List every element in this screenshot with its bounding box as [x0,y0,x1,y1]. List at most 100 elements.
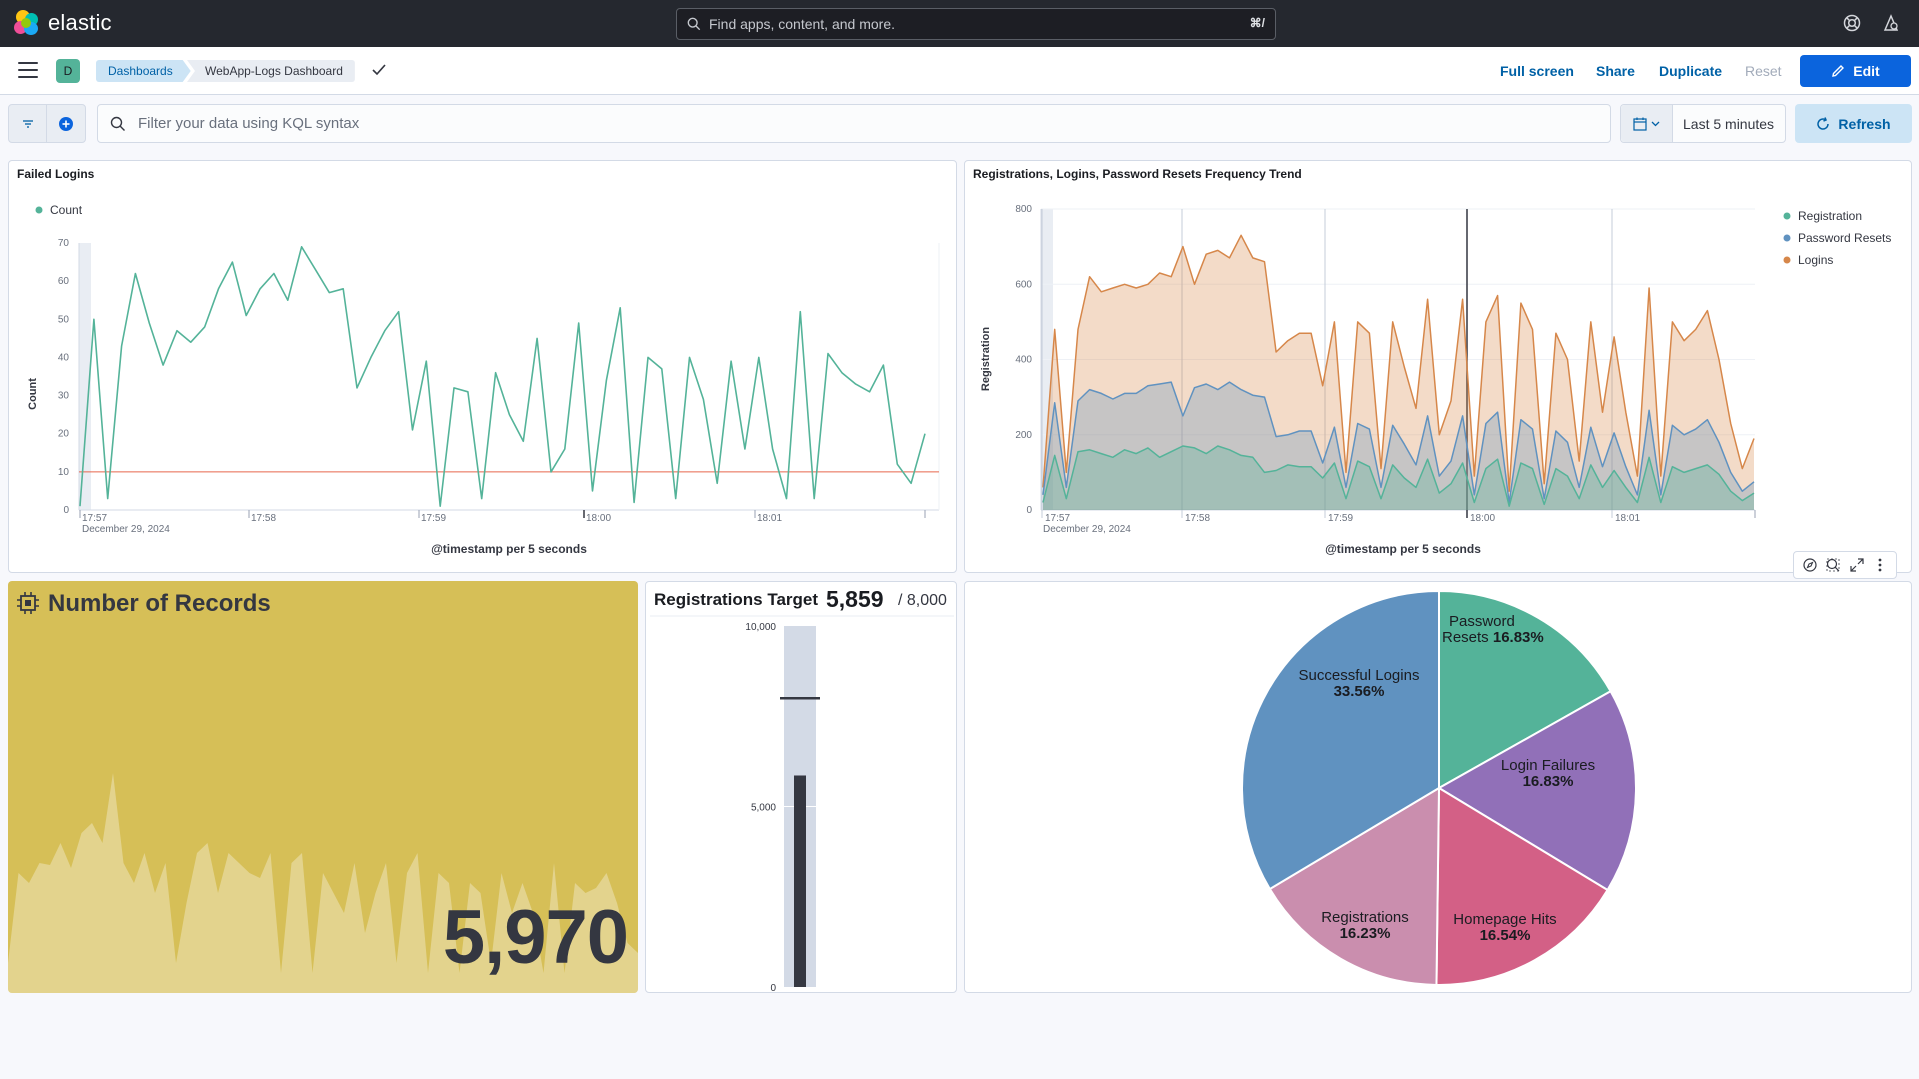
y-tick-label: 0 [1026,505,1032,516]
gauge-title: Registrations Target [654,590,819,609]
y-tick-label: 50 [58,314,70,325]
frequency-trend-panel[interactable]: Registrations, Logins, Password Resets F… [964,160,1912,573]
pie-percent: 16.23% [1340,925,1391,942]
kql-search-input[interactable]: Filter your data using KQL syntax [97,104,1611,143]
y-tick-label: 20 [58,429,70,440]
pie-slice-homepage-hits [1435,786,1609,986]
search-icon [687,17,701,31]
search-placeholder: Find apps, content, and more. [709,16,895,32]
pencil-icon [1832,65,1845,77]
hover-band [79,243,91,510]
frequency-trend-chart: Registration @timestamp per 5 seconds De… [980,204,1891,556]
inspect-icon[interactable] [1824,556,1842,574]
explore-icon[interactable] [1801,556,1819,574]
panel-hover-toolbar [1793,551,1897,579]
records-sparkline [8,773,638,993]
chevron-down-icon [1651,121,1660,126]
refresh-icon [1817,116,1830,130]
brand-name: elastic [48,10,112,35]
pie-label: Homepage Hits [1453,911,1556,928]
search-shortcut: ⌘/ [1249,16,1265,30]
full-screen-button[interactable]: Full screen [1500,63,1574,79]
breadcrumb-dashboards[interactable]: Dashboards [96,60,191,82]
events-pie-panel[interactable]: Password Resets 16.83% Login Failures 16.83… [964,581,1912,993]
space-avatar[interactable]: D [56,59,80,83]
pie-percent: 33.56% [1334,683,1385,700]
y-tick-label: 10 [58,467,70,478]
legend-swatch [1783,234,1791,242]
pie-label: Successful Logins [1299,667,1420,684]
menu-toggle-icon[interactable] [18,62,38,78]
y-tick-label: 0 [63,505,69,516]
date-picker[interactable]: Last 5 minutes [1620,104,1786,143]
add-filter-icon[interactable] [47,105,85,142]
pie-label: Registrations [1321,909,1409,926]
pie-label: Resets 16.83% [1442,629,1544,646]
filter-controls [8,104,86,143]
x-tick-label: 18:01 [1615,513,1640,524]
gauge-value: 5,859 [826,586,884,612]
gauge-tick-label: 0 [770,983,776,993]
failed-logins-panel[interactable]: Failed Logins Count Count @timestamp per… [8,160,957,573]
top-header: elastic Find apps, content, and more. ⌘/ [0,0,1919,47]
edit-label: Edit [1853,63,1880,79]
gauge-value-bar [794,775,806,987]
panel-title: Registrations, Logins, Password Resets F… [973,167,1302,181]
pie-slice-registrations [1268,786,1441,986]
legend-swatch [35,206,43,214]
legend-item: Registration [1798,209,1862,223]
sparkline-area [8,773,638,993]
x-axis-title: @timestamp per 5 seconds [431,542,587,556]
help-icon[interactable] [1841,12,1863,34]
x-tick-label: 17:59 [1328,513,1353,524]
series-line-password-resets [1042,381,1755,504]
maximize-icon[interactable] [1848,556,1866,574]
global-search-input[interactable]: Find apps, content, and more. ⌘/ [676,8,1276,40]
legend-count[interactable]: Count [50,203,83,217]
x-tick-label: 18:01 [757,513,782,524]
duplicate-button[interactable]: Duplicate [1659,63,1723,79]
panel-options-icon[interactable] [1871,556,1889,574]
pie-percent: 16.54% [1480,927,1531,944]
saved-check-icon [372,63,386,79]
filter-options-icon[interactable] [9,105,48,142]
gauge-tick-label: 10,000 [745,622,776,633]
edit-button[interactable]: Edit [1800,55,1911,87]
metric-value: 5,970 [442,895,629,980]
calendar-icon[interactable] [1621,105,1673,142]
kql-placeholder: Filter your data using KQL syntax [138,115,360,132]
share-button[interactable]: Share [1596,63,1635,79]
gauge-tick-label: 5,000 [751,803,776,814]
gauge-chart: 10,000 5,000 0 [650,615,954,993]
y-tick-label: 400 [1015,355,1032,366]
series-line-logins [1042,234,1755,492]
dashboard-toolbar: D Dashboards WebApp-Logs Dashboard Full … [0,47,1919,95]
pie-slice-password-resets [1438,589,1612,790]
x-tick-label: 17:59 [421,513,446,524]
number-of-records-panel[interactable]: Number of Records 5,970 [8,581,638,993]
x-tick-label: 17:57 [82,513,107,524]
registrations-target-panel[interactable]: Registrations Target 5,859 / 8,000 10,00… [645,581,957,993]
x-tick-label: 17:58 [251,513,276,524]
y-axis-title: Count [27,378,39,410]
pie-slice-login-failures [1437,689,1637,892]
x-date-label: December 29, 2024 [1043,524,1131,535]
pie-percent: 16.83% [1493,629,1544,646]
y-tick-label: 800 [1015,204,1032,215]
legend-item: Password Resets [1798,231,1891,245]
x-axis-title: @timestamp per 5 seconds [1325,542,1481,556]
pie-label: Password [1449,613,1515,630]
elastic-logo-icon [14,10,40,36]
reset-button[interactable]: Reset [1745,63,1782,79]
elastic-logo[interactable]: elastic [14,9,112,37]
pie-percent: 16.83% [1523,773,1574,790]
time-range-label[interactable]: Last 5 minutes [1683,115,1775,132]
gauge-target: / 8,000 [898,592,947,609]
y-tick-label: 60 [58,276,70,287]
refresh-button[interactable]: Refresh [1795,104,1912,143]
x-tick-label: 18:00 [586,513,611,524]
user-menu-icon[interactable] [1880,12,1902,34]
breadcrumb-current: WebApp-Logs Dashboard [187,60,355,82]
legend-swatch [1783,256,1791,264]
